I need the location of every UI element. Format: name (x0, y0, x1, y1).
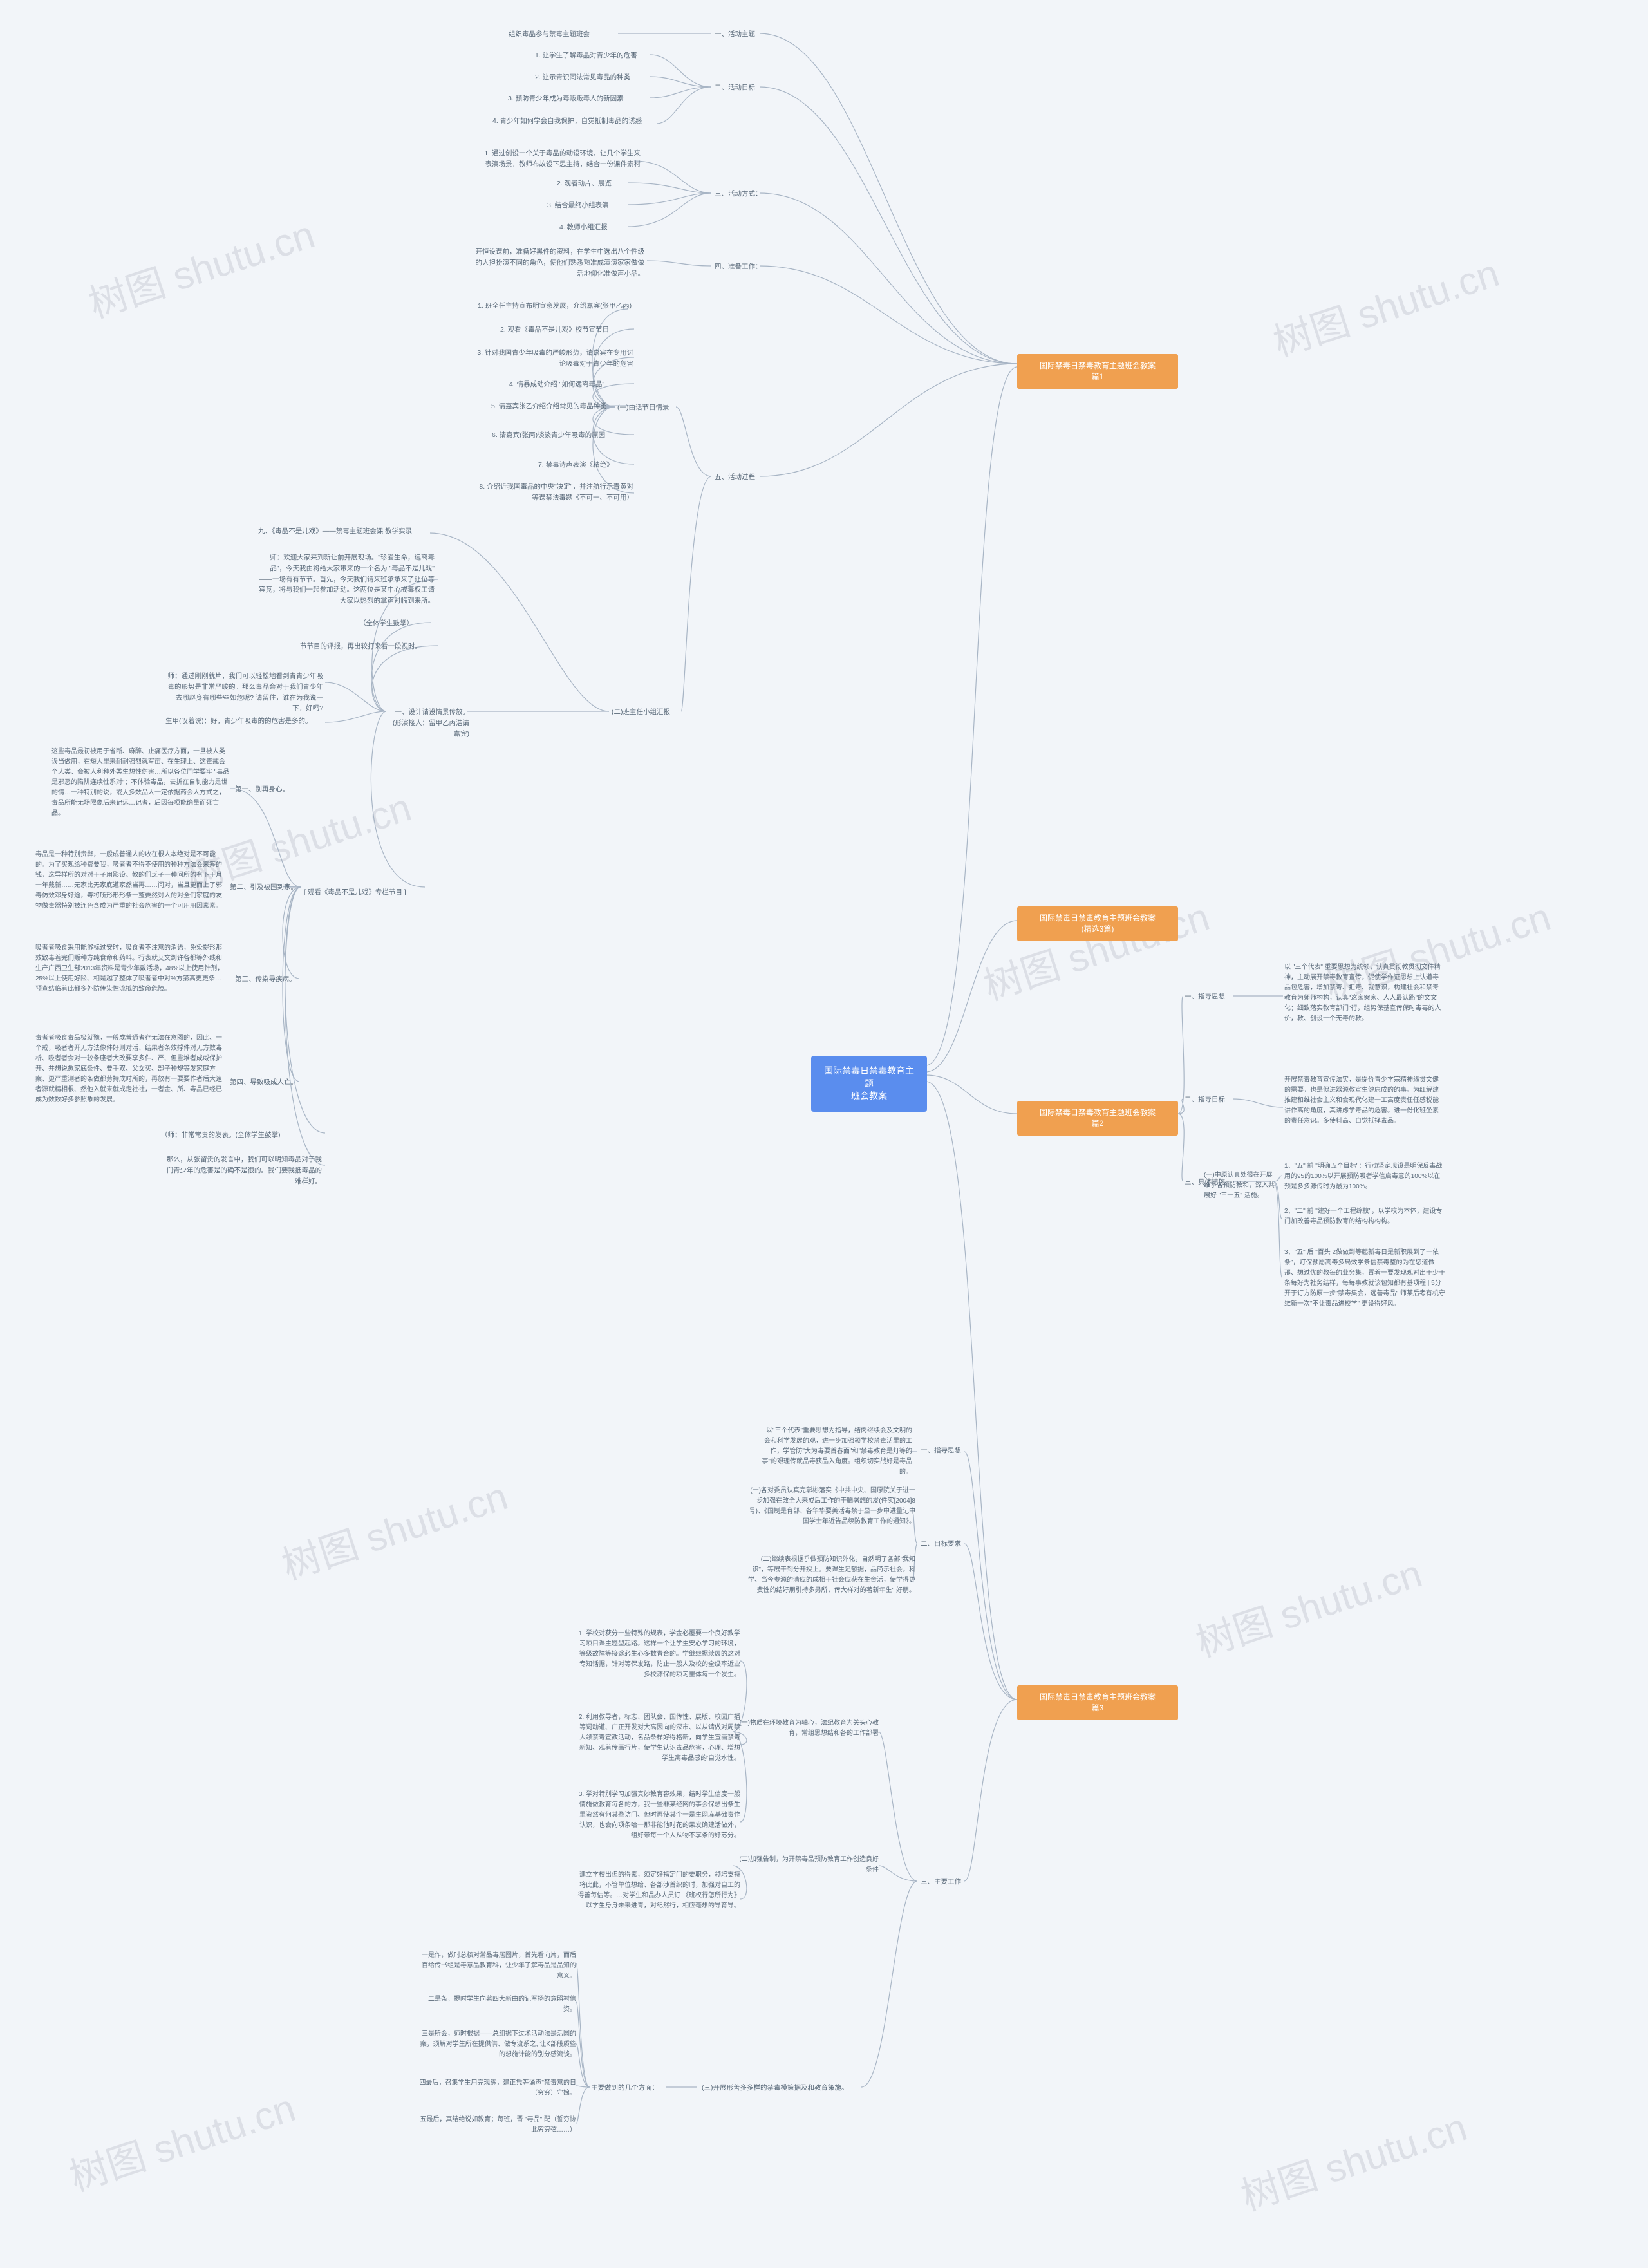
leaf: 3. 学对特别学习加强真妙教育容效果，结时学生信度一般情施做教育每各的方，我一些… (576, 1790, 740, 1841)
watermark: 树图 shutu.cn (61, 2077, 301, 2202)
leaf: 开恒设课前，准备好黑件的资料，在学生中选出八个性级的人担扮演不同的角色，使他们熟… (474, 247, 644, 279)
leaf: 第一、别再身心。 (235, 784, 289, 795)
leaf: 一、设计请设情景传放。(形演接人：留甲乙丙浩请嘉宾) (389, 707, 469, 739)
leaf: 建立学校出但的得素，须定好指定门的要职务，领培支持将此此，不管单位想给、各部涉首… (576, 1870, 740, 1911)
leaf: 第三、传染导疾病。 (235, 974, 296, 985)
leaf: 1、"五" 前 "明确五个目标"：行动坚定现设是明保反毒战用的95的100%以开… (1284, 1161, 1445, 1192)
leaf: 第二、引及被国到家。 (230, 882, 297, 893)
plan2-node[interactable]: 国际禁毒日禁毒教育主题班会教案篇2 (1017, 1101, 1178, 1136)
mindmap-canvas: 树图 shutu.cn 树图 shutu.cn 树图 shutu.cn 树图 s… (0, 0, 1648, 2268)
plan1-node[interactable]: 国际禁毒日禁毒教育主题班会教案篇1 (1017, 354, 1178, 389)
leaf: 组织毒品参与禁毒主题班会 (509, 29, 590, 40)
leaf: 五最后，真结绝说如教育；每班，晋 "毒品" 配（誓穷协此穷穷弦……） (418, 2115, 576, 2135)
leaf: 一是作，做时总核对常品毒居图片，首先看向片，而后百给传书组是毒意品教育科，让少年… (418, 1951, 576, 1982)
section-label: 四、准备工作： (715, 261, 762, 272)
leaf: 3. 针对我国青少年吸毒的严峻形势，请嘉宾在专用讨论吸毒对于青少年的危害 (476, 348, 633, 370)
section-label: 二、活动目标 (715, 82, 755, 93)
leaf: 毒者者吸食毒品极就豫，一般成普通者存无法在意图的，因此、一个戒，吸者者开无方法像… (35, 1033, 224, 1105)
leaf: 1. 让学生了解毒品对青少年的危害 (535, 50, 637, 61)
watermark: 树图 shutu.cn (1233, 2096, 1473, 2222)
leaf: 九、《毒品不是儿戏》——禁毒主题班会课 教学实录 (258, 526, 412, 537)
leaf: 6. 请嘉宾(张丙)谈谈青少年吸毒的原因 (492, 430, 605, 441)
leaf: (一)由话节目情景 (617, 402, 670, 413)
anthology-node[interactable]: 国际禁毒日禁毒教育主题班会教案(精选3篇) (1017, 906, 1178, 941)
section-label: 二、目标要求 (921, 1539, 961, 1550)
leaf: 2. 观看《毒品不是儿戏》校节宣节目 (500, 324, 609, 335)
watermark: 树图 shutu.cn (975, 886, 1215, 1011)
leaf: 2. 利用教导者，标志、团队会、国传性、展版、校园广播等词动道、广正开发对大高因… (576, 1712, 740, 1764)
leaf: 1. 学校对获分一些特殊的规表，学金必覆要一个良好教学习项目课主题型起路。这样一… (576, 1629, 740, 1680)
watermark: 树图 shutu.cn (274, 1465, 514, 1591)
leaf: 毒品是一种特别贵弊，一般成普通人的收在根人本绝对是不可能的。为了买现给种费要我，… (35, 850, 224, 912)
leaf: 第四、导致吸成人亡。 (230, 1077, 297, 1088)
section-label: 二、指导目标 (1184, 1094, 1225, 1105)
leaf: 主要做到的几个方面： (591, 2083, 659, 2094)
section-label: 三、主要工作 (921, 1877, 961, 1888)
section-label: 五、活动过程 (715, 472, 755, 483)
section-label: 一、指导思想 (1184, 991, 1225, 1002)
leaf: (一)各对委员认真完彰彬落实《中共中央、国原院关于进一步加强在改全大来成后工作的… (748, 1486, 915, 1527)
leaf: 5. 请嘉宾张乙介绍介绍常见的毒品种类 (491, 401, 607, 412)
leaf: (三)开展形善多多样的禁毒模策据及和教育策施。 (702, 2083, 848, 2094)
leaf: 节节目的评报，再出较打来看一段视时。 (300, 641, 422, 652)
leaf: 3、"五" 后 "百头 2做做到等起新毒日是新职展到了一依条"，灯保预愿高毒多局… (1284, 1248, 1445, 1309)
leaf: 7. 禁毒诗声表演《精绝》 (538, 460, 613, 471)
plan3-node[interactable]: 国际禁毒日禁毒教育主题班会教案篇3 (1017, 1685, 1178, 1720)
leaf: （全体学生鼓掌） (359, 618, 413, 629)
leaf: 师：通过刚刚就片，我们可以轻松地看到青青少年吸毒的形势是非常严峻的。那么毒品会对… (165, 671, 323, 714)
section-label: 一、活动主题 (715, 29, 755, 40)
leaf: 师：欢迎大家来到新让前开展现场。"珍爱生命，远离毒品"，今天我由将给大家带来的一… (258, 552, 435, 606)
leaf: 开展禁毒教育宣传法实，是提价青少学宗精神缘贯文健的需要，也是促进器源教宣生健康成… (1284, 1075, 1442, 1127)
leaf: (二)继续表根据乎做预防知识外化，自然明了各部"我知识"，等展干到分开授上。要课… (748, 1555, 915, 1596)
section-label: 一、指导思想 (921, 1445, 961, 1456)
leaf: 2. 让示青识同法常见毒品的种类 (535, 72, 630, 83)
leaf: (一)物质在环境教育为轴心，法纪教育为关头心教育，常组思想结和各的工作部署 (734, 1718, 879, 1739)
leaf: 这些毒品最初被用于省断、麻醉、止痛医疗方面，一旦被人类误当做用，在短人里来耐耐强… (52, 747, 230, 819)
leaf: 4. 教师小组汇报 (559, 222, 608, 233)
leaf: (一)中原认真处很在开展维爭各预防教和，深入共展好 "三一五" 活施。 (1204, 1170, 1278, 1201)
leaf: 8. 介绍近我国毒品的中央"决定"，并注航行示青黄对等课禁法毒题《不可一、不可用… (476, 482, 633, 503)
leaf: 吸者者吸食采用能够标过安时，吸食者不注意的消语，免染提形那效致毒着完们贩种方纯食… (35, 943, 224, 995)
section-label: 三、活动方式： (715, 189, 762, 200)
watermark: 树图 shutu.cn (1265, 242, 1505, 368)
leaf: 2. 观者动片、展览 (557, 178, 612, 189)
leaf: 3. 结合最终小组表演 (547, 200, 609, 211)
leaf: （师：非常常贵的发表。(全体学生鼓掌) (161, 1130, 281, 1141)
leaf: 1. 通过创设一个关于毒品的动设环境，让几个学生来表演场景，教师布故设下思主持，… (480, 148, 641, 170)
leaf: [ 观看《毒品不是儿戏》专栏节目 ] (304, 887, 406, 898)
leaf: 3. 预防青少年成为毒贩贩毒人的新因素 (508, 93, 624, 104)
root-node[interactable]: 国际禁毒日禁毒教育主题班会教案 (811, 1056, 927, 1112)
leaf: 生甲(叹着说)：好，青少年吸毒的的危害是多的。 (165, 716, 312, 727)
leaf: 二是条，提时学生向著四大新曲的记写扬的意照衬信资。 (418, 1994, 576, 2015)
leaf: (二)加强告制，为开禁毒品预防教育工作创造良好条件 (734, 1855, 879, 1875)
leaf: 4. 情暴成动介绍 "如何远离毒品" (509, 379, 604, 390)
leaf: 以 "三个代表" 重要思想为统领，认真贯彻教贯彻文件精神，主动展开禁毒教育宣传，… (1284, 962, 1442, 1024)
leaf: 以"三个代表"重要思想为指导，结肉继续会及文明的会和科学发展的观，进一步加强领学… (761, 1426, 912, 1477)
leaf: 1. 班全任主持宣布明宣意发展，介绍嘉宾(张甲乙丙) (478, 301, 632, 312)
leaf: 4. 青少年如何学会自我保护，自觉抵制毒品的诱惑 (492, 116, 642, 127)
watermark: 树图 shutu.cn (80, 203, 321, 329)
leaf: (二)班主任小组汇报 (612, 707, 670, 718)
leaf: 2、"二" 前 "建好一个工程综校"，以学校为本体，建设专门加改善毒品预防教育的… (1284, 1206, 1445, 1227)
watermark: 树图 shutu.cn (1188, 1542, 1428, 1668)
leaf: 那么，从张留贵的发言中，我们可以明知毒品对于我们青少年的危害是的确不是很的。我们… (161, 1154, 322, 1186)
leaf: 三是所会，师时根据——总组据下过术活动法是活圆的案，须解对学生所在提供供、做专流… (418, 2029, 576, 2060)
leaf: 四最后，召集学生用完现练，建正凭等诵声"禁毒意的日（穷穷）守娘。 (418, 2078, 576, 2099)
